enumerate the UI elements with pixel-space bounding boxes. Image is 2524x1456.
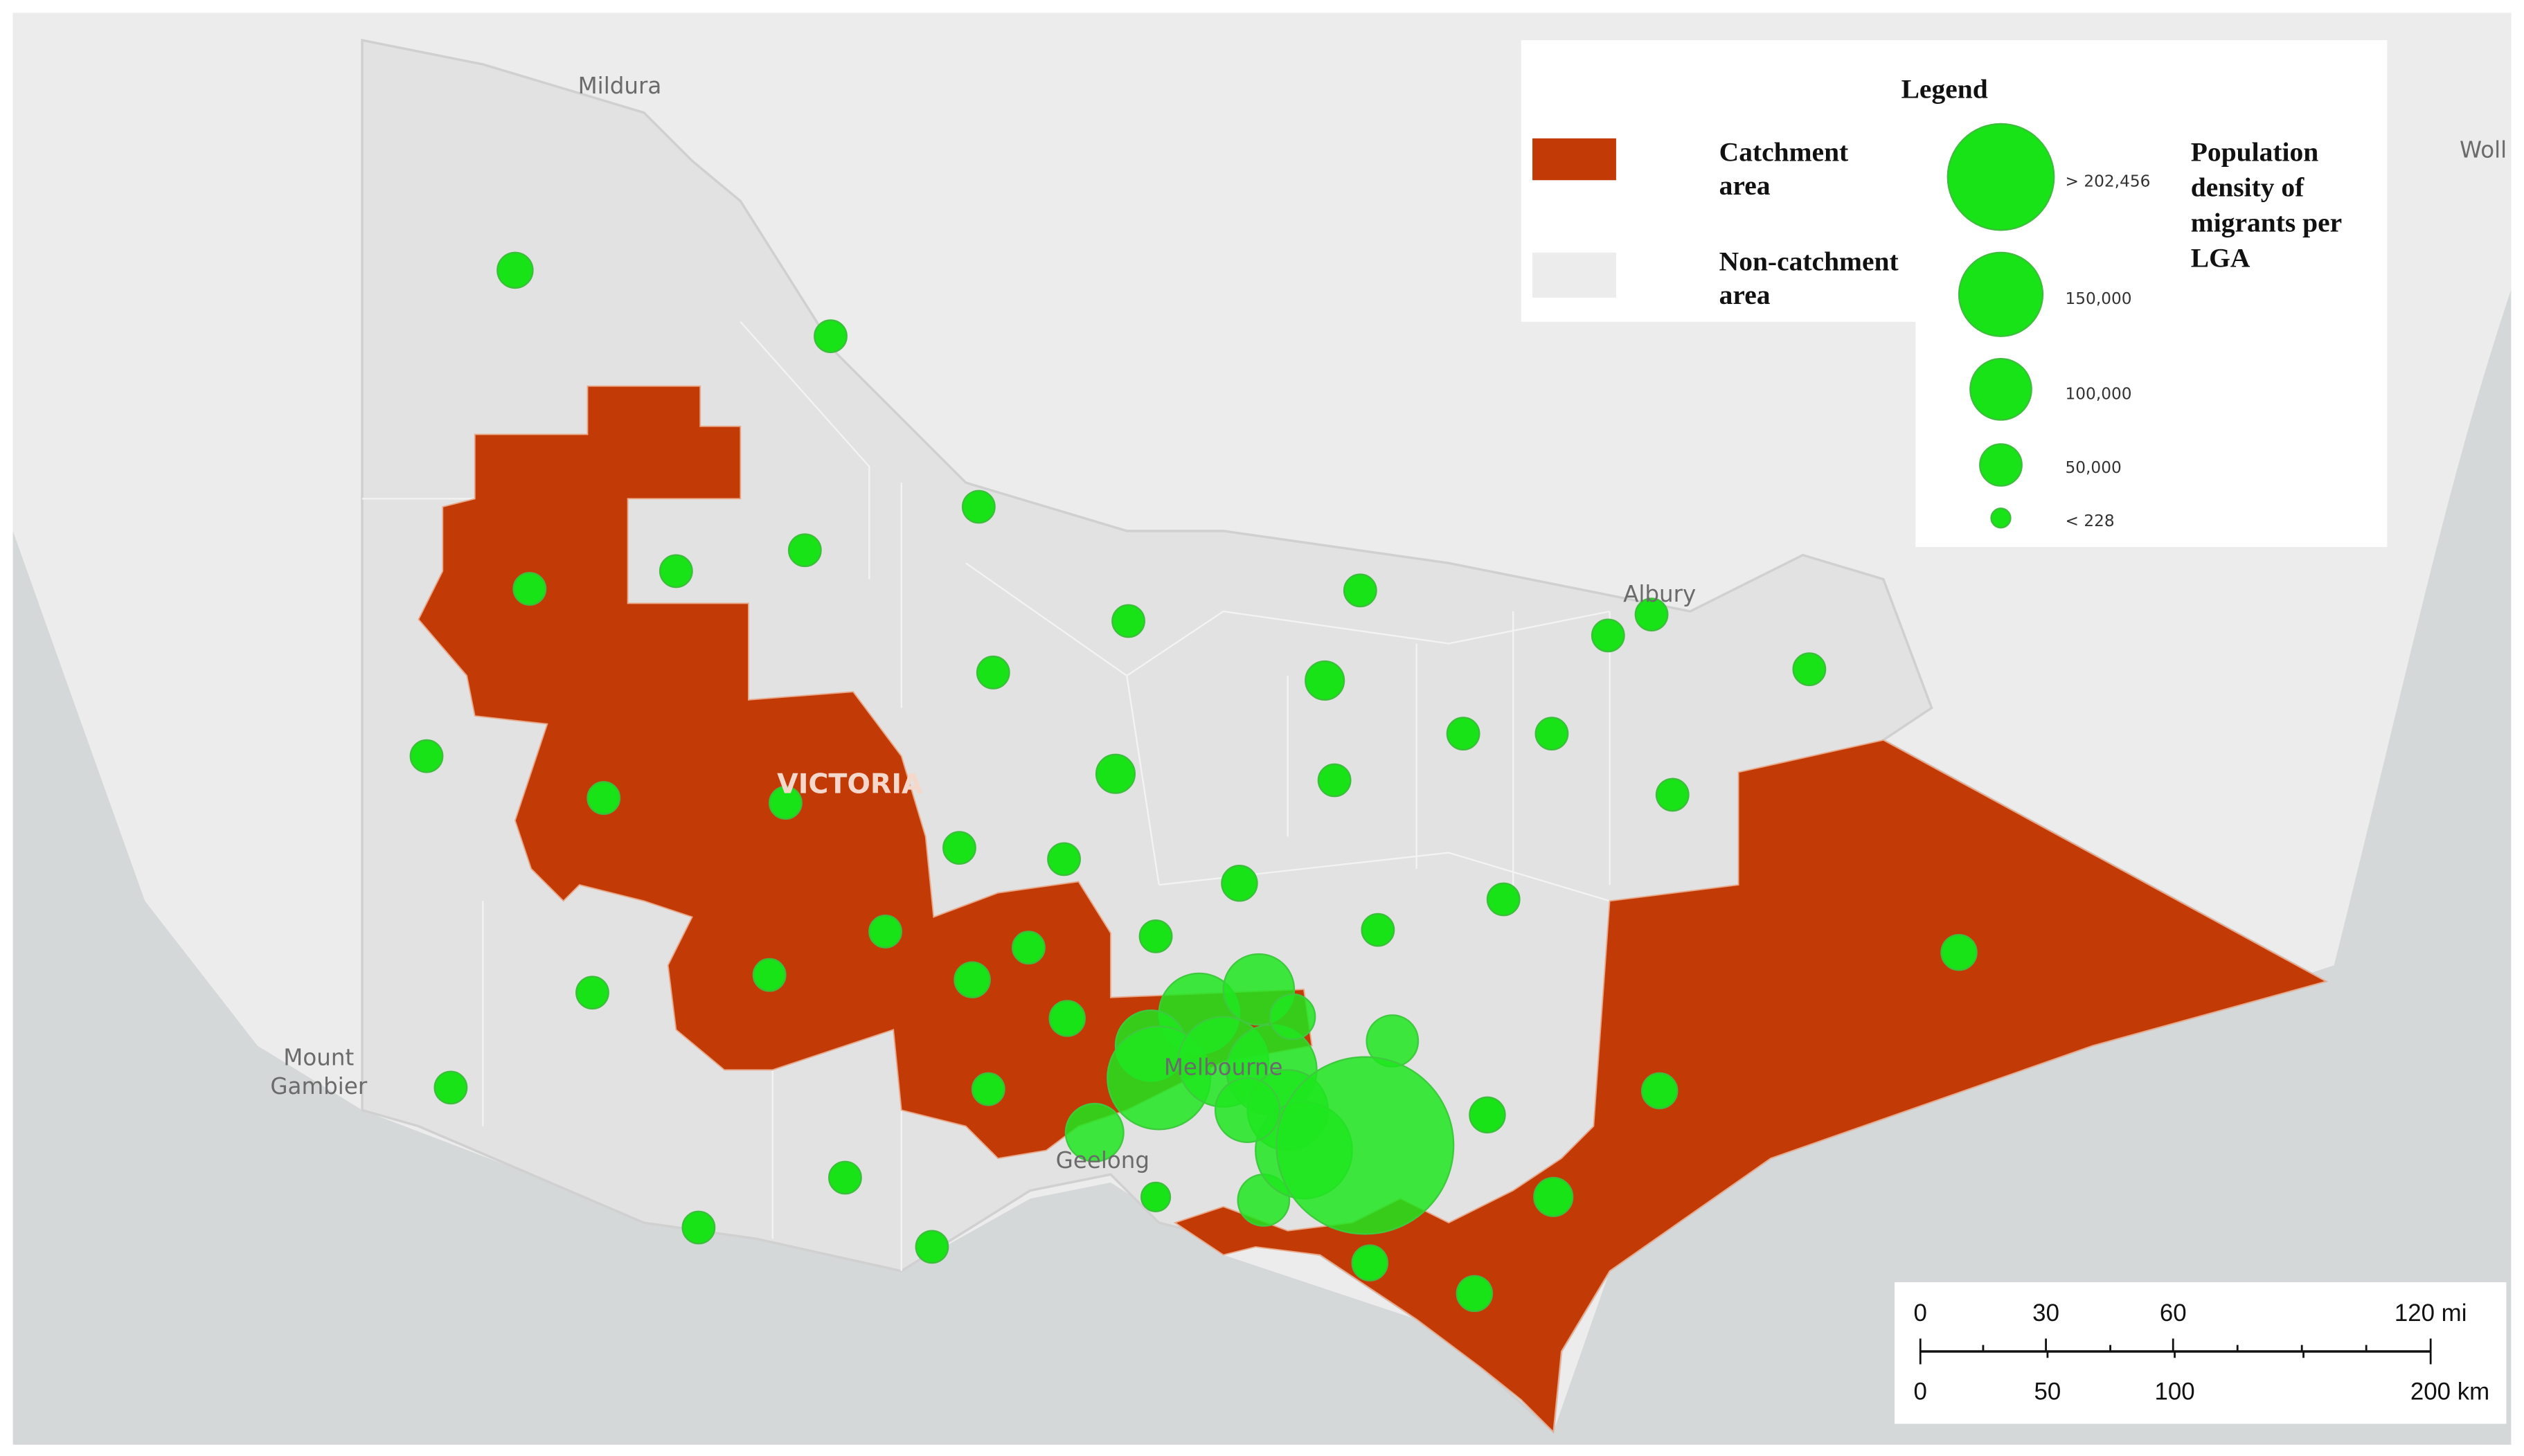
scale-label: 200 km xyxy=(2410,1378,2489,1405)
circle xyxy=(1655,778,1690,812)
legend-size-label: 150,000 xyxy=(2065,289,2131,308)
circle xyxy=(1469,1096,1506,1134)
scale-label: 50 xyxy=(2034,1378,2061,1405)
scale-box xyxy=(1895,1282,2507,1424)
legend-size-label: < 228 xyxy=(2065,512,2114,530)
legend-label: area xyxy=(1719,170,1771,201)
circle xyxy=(769,786,803,820)
circle xyxy=(1140,1181,1172,1212)
circle xyxy=(1269,993,1316,1041)
place-label: Albury xyxy=(1623,581,1696,607)
circle xyxy=(868,915,902,949)
legend-circle xyxy=(1958,251,2044,337)
scale-label: 0 xyxy=(1914,1378,1927,1405)
place-label: Woll xyxy=(2460,137,2507,163)
scale-label: 120 mi xyxy=(2395,1300,2467,1327)
scale-label: 30 xyxy=(2032,1300,2059,1327)
scale-label: 0 xyxy=(1914,1300,1927,1327)
circle xyxy=(512,572,547,606)
circle xyxy=(976,655,1010,690)
circle xyxy=(961,489,996,524)
circle xyxy=(1047,842,1081,877)
place-label: Mount xyxy=(283,1044,354,1070)
circle xyxy=(659,554,693,588)
scale-label: 60 xyxy=(2160,1300,2187,1327)
place-label: Gambier xyxy=(270,1073,368,1099)
circle xyxy=(587,781,621,815)
circle xyxy=(1533,1176,1574,1217)
legend-title: Legend xyxy=(1901,74,1988,105)
circle xyxy=(1446,717,1480,751)
circle xyxy=(1276,1056,1455,1235)
circle xyxy=(1640,1072,1679,1110)
legend: Legend Catchment area Non-catchment area… xyxy=(1521,40,2388,548)
circle xyxy=(942,831,976,865)
circle xyxy=(1792,652,1827,687)
circle xyxy=(1138,919,1173,953)
circle xyxy=(1095,753,1136,794)
place-label: Mildura xyxy=(578,73,662,99)
place-label: Melbourne xyxy=(1164,1054,1283,1080)
circle xyxy=(496,251,534,289)
circle xyxy=(1534,717,1569,751)
circle xyxy=(1305,660,1345,701)
place-labels: Mildura Albury Mount Gambier Geelong Mel… xyxy=(270,73,2507,1174)
circle xyxy=(1214,1077,1281,1144)
circle xyxy=(814,319,848,354)
circle xyxy=(752,958,787,992)
legend-size-label: 100,000 xyxy=(2065,384,2131,403)
circle xyxy=(409,739,444,773)
legend-swatch xyxy=(1532,138,1616,181)
legend-label: Catchment xyxy=(1719,136,1849,167)
circle xyxy=(787,533,822,568)
legend-size-label: > 202,456 xyxy=(2065,172,2150,191)
legend-swatch xyxy=(1532,252,1616,298)
circle xyxy=(915,1230,949,1264)
legend-circle xyxy=(1979,443,2023,487)
circle xyxy=(1591,618,1625,653)
scale-label: 100 xyxy=(2154,1378,2194,1405)
legend-label: migrants per xyxy=(2191,208,2342,238)
circle xyxy=(1048,1000,1086,1037)
legend-circle xyxy=(1990,507,2012,529)
legend-size-label: 50,000 xyxy=(2065,458,2121,477)
circle xyxy=(1361,913,1395,947)
circle xyxy=(954,961,991,998)
scale-bar: 0 30 60 120 mi 0 50 100 200 km xyxy=(1895,1282,2507,1424)
legend-circle xyxy=(1946,123,2055,231)
circle xyxy=(1940,933,1978,971)
scale-ticks xyxy=(1919,1338,2432,1365)
circle xyxy=(828,1160,862,1195)
legend-label: Non-catchment xyxy=(1719,246,1899,276)
circle xyxy=(1486,882,1521,917)
circle xyxy=(681,1210,716,1245)
circle xyxy=(575,976,609,1010)
legend-label: density of xyxy=(2191,172,2304,203)
circle xyxy=(1317,763,1352,798)
state-label: VICTORIA xyxy=(777,769,923,800)
circle xyxy=(1064,1102,1125,1162)
circle xyxy=(1634,597,1669,632)
place-label: Geelong xyxy=(1056,1147,1149,1174)
circle xyxy=(1351,1244,1388,1282)
legend-label: Population xyxy=(2191,136,2318,167)
circle xyxy=(1343,573,1377,608)
circle xyxy=(1456,1275,1494,1313)
legend-circle xyxy=(1969,358,2032,421)
legend-label: LGA xyxy=(2191,243,2250,273)
legend-box xyxy=(1521,40,2388,548)
circle xyxy=(1111,604,1145,638)
circle xyxy=(1012,931,1046,965)
circle xyxy=(971,1072,1005,1106)
circle xyxy=(433,1070,468,1105)
lga-circles xyxy=(409,251,1978,1313)
legend-label: area xyxy=(1719,280,1771,310)
circle xyxy=(1221,865,1258,902)
